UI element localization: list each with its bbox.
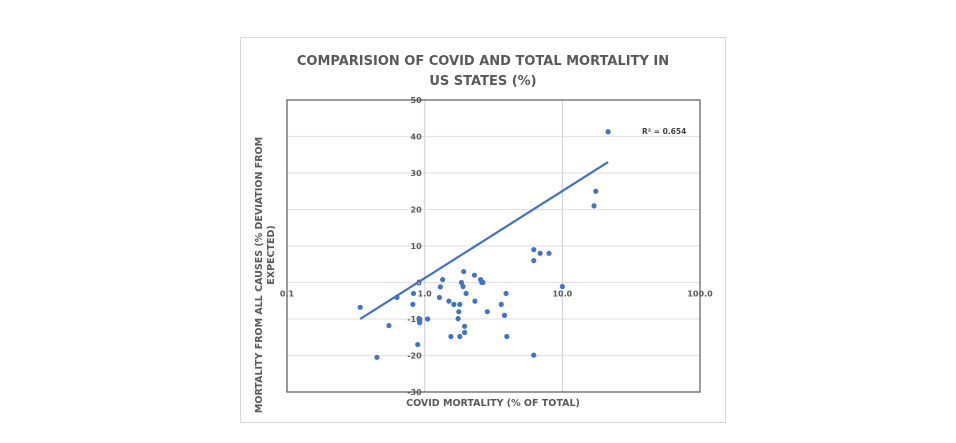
data-point xyxy=(357,304,363,310)
y-tick-label: -10 xyxy=(407,315,422,324)
x-axis-title: COVID MORTALITY (% OF TOTAL) xyxy=(406,398,580,409)
data-point xyxy=(501,312,508,318)
data-point xyxy=(410,290,417,297)
data-point xyxy=(446,298,452,304)
data-point xyxy=(456,309,462,315)
x-tick-label: 100.0 xyxy=(687,290,713,299)
data-points xyxy=(357,129,611,360)
y-tick-label: -30 xyxy=(407,388,422,397)
data-point xyxy=(458,279,465,286)
data-point xyxy=(436,294,443,301)
data-point xyxy=(417,318,423,324)
data-point xyxy=(546,250,552,256)
data-point xyxy=(504,333,510,340)
y-axis-title: MORTALITY FROM ALL CAUSES (% DEVIATION F… xyxy=(254,137,277,413)
x-tick-label: 0.1 xyxy=(280,290,295,299)
data-point xyxy=(471,272,478,278)
data-point xyxy=(537,250,543,256)
y-tick-label: 20 xyxy=(411,206,423,215)
data-point xyxy=(410,301,416,307)
data-point xyxy=(591,203,597,209)
r-squared-annotation: R² = 0.654 xyxy=(642,127,686,136)
data-point xyxy=(386,322,392,329)
data-point xyxy=(472,298,478,304)
chart-card xyxy=(240,37,726,423)
data-point xyxy=(457,301,463,307)
y-tick-label: -20 xyxy=(407,352,422,361)
data-point xyxy=(451,301,457,307)
data-point xyxy=(480,279,486,286)
data-point xyxy=(461,268,467,275)
data-point xyxy=(531,352,537,358)
data-point xyxy=(503,290,509,297)
data-point xyxy=(593,188,599,194)
data-point xyxy=(484,309,490,315)
x-tick-label: 1.0 xyxy=(418,290,433,299)
data-point xyxy=(437,284,443,290)
y-tick-label: 30 xyxy=(411,169,423,178)
data-point xyxy=(463,290,469,297)
data-point xyxy=(457,333,463,340)
data-point xyxy=(394,294,400,301)
data-point xyxy=(531,258,537,264)
data-point xyxy=(374,354,380,360)
chart-title-line-1: COMPARISION OF COVID AND TOTAL MORTALITY… xyxy=(296,54,670,69)
y-tick-label: 10 xyxy=(411,242,423,251)
trendline xyxy=(359,161,609,320)
data-point xyxy=(531,247,537,253)
data-point xyxy=(605,129,611,135)
y-tick-label: 50 xyxy=(411,96,423,105)
x-tick-label: 10.0 xyxy=(552,290,572,299)
data-point xyxy=(455,316,461,322)
data-point xyxy=(448,333,454,340)
y-axis-title-line-1: MORTALITY FROM ALL CAUSES (% DEVIATION F… xyxy=(254,137,265,413)
data-point xyxy=(461,323,468,329)
y-axis-title-line-2: EXPECTED) xyxy=(266,225,277,284)
data-point xyxy=(460,283,466,290)
data-point xyxy=(415,341,421,348)
data-point xyxy=(424,316,431,322)
data-point xyxy=(440,276,446,283)
chart-title-line-2: US STATES (%) xyxy=(429,74,537,89)
gridlines xyxy=(287,100,700,392)
data-point xyxy=(559,283,565,290)
chart-title: COMPARISION OF COVID AND TOTAL MORTALITY… xyxy=(240,52,726,92)
data-point xyxy=(461,329,468,336)
data-point xyxy=(498,301,504,307)
y-tick-label: 40 xyxy=(411,133,423,142)
plot-frame xyxy=(286,99,701,393)
